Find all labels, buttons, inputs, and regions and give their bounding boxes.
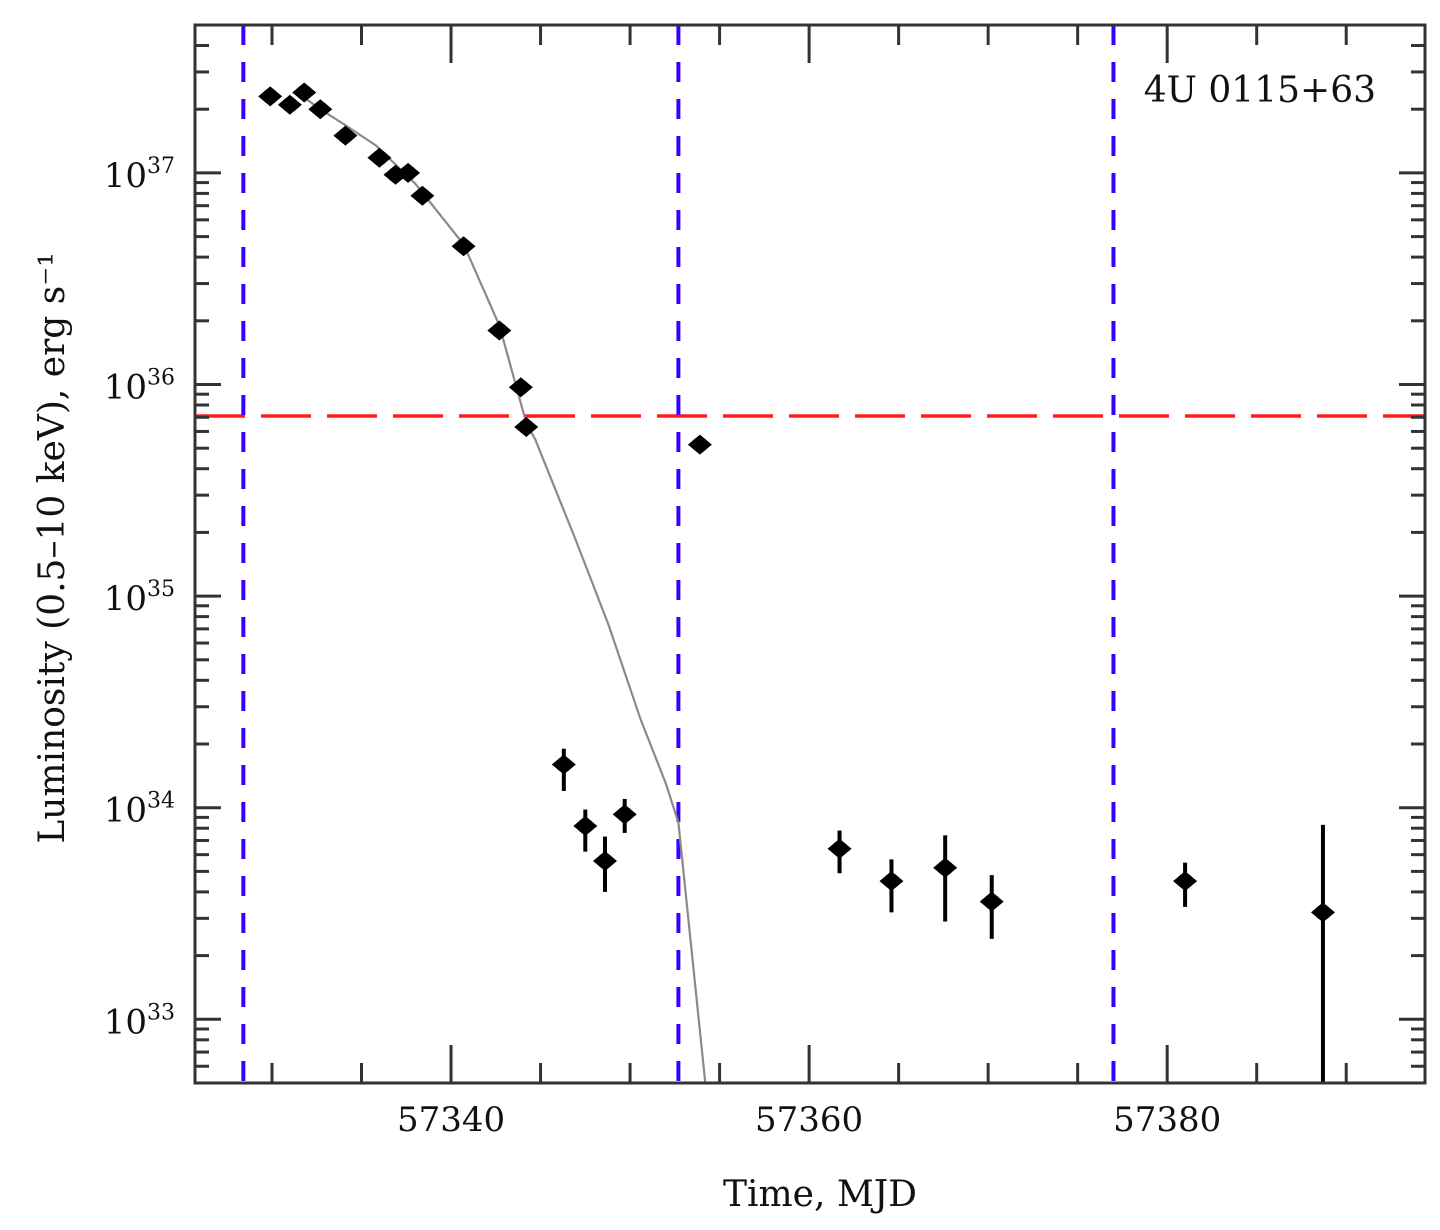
marker-core xyxy=(555,757,572,773)
marker-core xyxy=(831,841,848,857)
marker-core xyxy=(577,818,594,834)
data-point xyxy=(508,377,533,398)
data-point xyxy=(827,830,852,874)
data-point xyxy=(933,835,958,922)
marker-core xyxy=(400,165,417,181)
source-name-annotation: 4U 0115+63 xyxy=(1144,70,1376,111)
marker-core xyxy=(371,150,388,166)
data-point xyxy=(612,798,637,833)
x-axis-ticks: 57340 57360 57380 xyxy=(270,25,1348,1140)
marker-core xyxy=(512,379,529,395)
marker-core xyxy=(1314,904,1331,920)
x-tick-label: 57380 xyxy=(1113,1100,1221,1140)
data-point xyxy=(551,748,576,791)
y-tick-label: 1034 xyxy=(104,789,175,831)
data-points xyxy=(258,82,1335,1083)
data-point xyxy=(308,99,333,120)
data-point xyxy=(277,94,302,115)
marker-core xyxy=(597,853,613,869)
y-tick-label: 1035 xyxy=(104,577,175,619)
data-point xyxy=(573,809,598,852)
model-fit-line xyxy=(301,95,707,1084)
marker-core xyxy=(414,188,431,204)
x-axis-title: Time, MJD xyxy=(723,1174,917,1215)
data-point xyxy=(979,875,1004,939)
marker-core xyxy=(491,322,508,338)
plot-border xyxy=(193,23,1427,1085)
x-tick-label: 57360 xyxy=(755,1100,863,1140)
y-axis-title: Luminosity (0.5–10 keV), erg s⁻¹ xyxy=(32,252,73,843)
plot-frame xyxy=(193,23,1427,1085)
marker-core xyxy=(883,873,900,889)
marker-core xyxy=(983,894,1000,910)
x-tick-label: 57340 xyxy=(397,1100,505,1140)
data-point xyxy=(367,147,392,168)
y-tick-label: 1037 xyxy=(104,154,175,196)
data-point xyxy=(410,185,435,206)
model-fit-curve xyxy=(301,95,707,1084)
data-point xyxy=(879,859,904,913)
data-point xyxy=(451,236,476,257)
y-tick-label: 1033 xyxy=(104,1000,175,1042)
data-point xyxy=(1173,862,1198,907)
marker-core xyxy=(281,97,298,113)
data-point xyxy=(1310,824,1335,1083)
data-point xyxy=(396,162,421,183)
reference-lines xyxy=(195,25,1425,1083)
data-point xyxy=(687,434,712,455)
y-axis-ticks: 1033 1034 1035 1036 1037 xyxy=(104,23,1425,1085)
data-point xyxy=(292,82,317,103)
marker-core xyxy=(937,860,954,876)
marker-core xyxy=(455,238,472,254)
marker-core xyxy=(296,84,313,100)
marker-core xyxy=(616,806,633,822)
marker-core xyxy=(1177,873,1194,889)
y-tick-label: 1036 xyxy=(104,366,175,408)
data-point xyxy=(514,416,539,437)
data-point xyxy=(487,320,512,341)
data-point xyxy=(258,86,283,107)
marker-core xyxy=(337,128,354,144)
marker-core xyxy=(312,101,329,117)
marker-core xyxy=(262,88,279,104)
marker-core xyxy=(518,419,535,435)
data-point xyxy=(333,125,358,146)
marker-core xyxy=(691,437,708,453)
data-point xyxy=(593,836,617,892)
